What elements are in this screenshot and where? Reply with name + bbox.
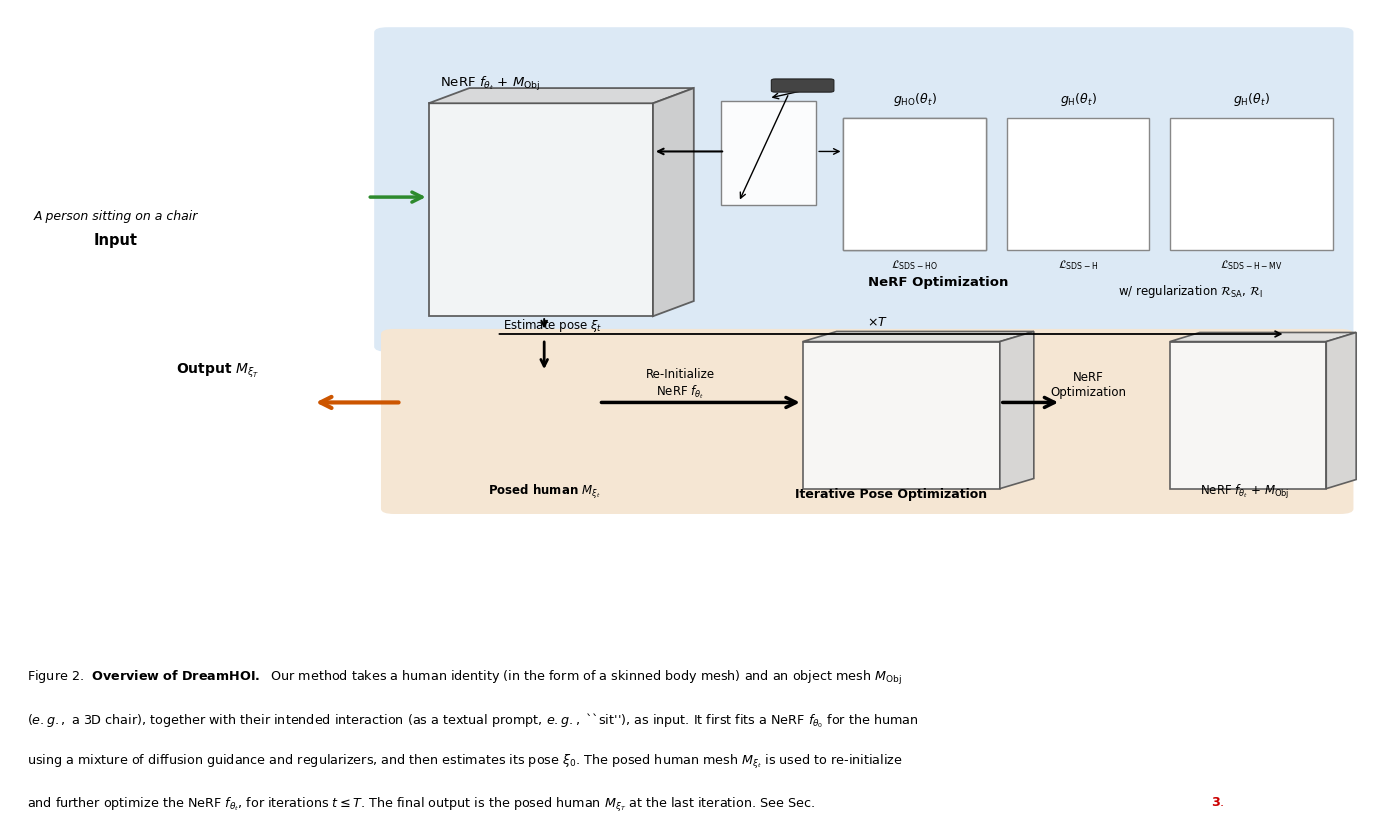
Text: $\mathbf{3}$.: $\mathbf{3}$. [1210,796,1224,809]
Text: using a mixture of diffusion guidance and regularizers, and then estimates its p: using a mixture of diffusion guidance an… [27,753,903,771]
Text: Figure 2.  $\mathbf{Overview\ of\ DreamHOI.}$  Our method takes a human identity: Figure 2. $\mathbf{Overview\ of\ DreamHO… [27,669,903,687]
FancyBboxPatch shape [771,79,834,92]
Polygon shape [1326,332,1356,489]
Text: $\mathcal{L}_{\mathrm{SDS-H}}$: $\mathcal{L}_{\mathrm{SDS-H}}$ [1058,258,1098,272]
Polygon shape [844,118,987,251]
Text: and further optimize the NeRF $f_{\theta_t}$, for iterations $t \leq T$. The fin: and further optimize the NeRF $f_{\theta… [27,796,816,814]
Text: $\mathcal{L}_{\mathrm{SDS-HO}}$: $\mathcal{L}_{\mathrm{SDS-HO}}$ [892,258,938,272]
Text: NeRF Optimization: NeRF Optimization [868,276,1009,289]
Text: Posed human $M_{\xi_t}$: Posed human $M_{\xi_t}$ [488,483,600,501]
Text: Estimate pose $\xi_t$: Estimate pose $\xi_t$ [503,317,603,334]
Text: NeRF
Optimization: NeRF Optimization [1050,370,1127,399]
Text: $\times T$: $\times T$ [867,316,888,329]
FancyBboxPatch shape [374,27,1353,352]
Polygon shape [429,88,694,104]
Text: $g_{\mathrm{HO}}(\theta_t)$: $g_{\mathrm{HO}}(\theta_t)$ [893,91,937,109]
FancyArrowPatch shape [370,192,422,202]
Polygon shape [653,88,694,317]
Bar [844,118,987,251]
Text: Output $M_{\xi_T}$: Output $M_{\xi_T}$ [176,361,260,380]
Text: w/ regularization $\mathcal{R}_{\mathrm{SA}}$, $\mathcal{R}_{\mathrm{I}}$: w/ regularization $\mathcal{R}_{\mathrm{… [1118,283,1263,300]
Polygon shape [721,100,816,205]
Text: NeRF $f_{\theta_t}$ + $M_{\mathrm{Obj}}$: NeRF $f_{\theta_t}$ + $M_{\mathrm{Obj}}$ [440,75,540,93]
Polygon shape [802,331,1033,342]
Bar [1007,118,1150,251]
FancyArrowPatch shape [320,397,398,408]
Polygon shape [429,104,653,317]
Text: A person sitting on a chair: A person sitting on a chair [33,210,198,223]
Text: Iterative Pose Optimization: Iterative Pose Optimization [796,488,987,501]
Text: Re-Initialize
NeRF $f_{\theta_t}$: Re-Initialize NeRF $f_{\theta_t}$ [646,368,714,401]
Text: $g_{\mathrm{H}}(\theta_t)$: $g_{\mathrm{H}}(\theta_t)$ [1232,91,1270,109]
Polygon shape [1169,332,1356,342]
FancyBboxPatch shape [381,329,1353,514]
Text: $(e.g.,$ a 3D chair$)$, together with their intended interaction (as a textual p: $(e.g.,$ a 3D chair$)$, together with th… [27,711,919,730]
Polygon shape [1000,331,1033,489]
Polygon shape [802,342,1000,489]
Polygon shape [1169,342,1326,489]
Bar [1169,118,1333,251]
Text: $\mathcal{L}_{\mathrm{SDS-H-MV}}$: $\mathcal{L}_{\mathrm{SDS-H-MV}}$ [1220,258,1283,272]
Text: NeRF $f_{\theta_t}$ + $M_{\mathrm{Obj}}$: NeRF $f_{\theta_t}$ + $M_{\mathrm{Obj}}$ [1200,483,1289,501]
Text: Input: Input [93,233,137,247]
Text: $g_{\mathrm{H}}(\theta_t)$: $g_{\mathrm{H}}(\theta_t)$ [1059,91,1096,109]
